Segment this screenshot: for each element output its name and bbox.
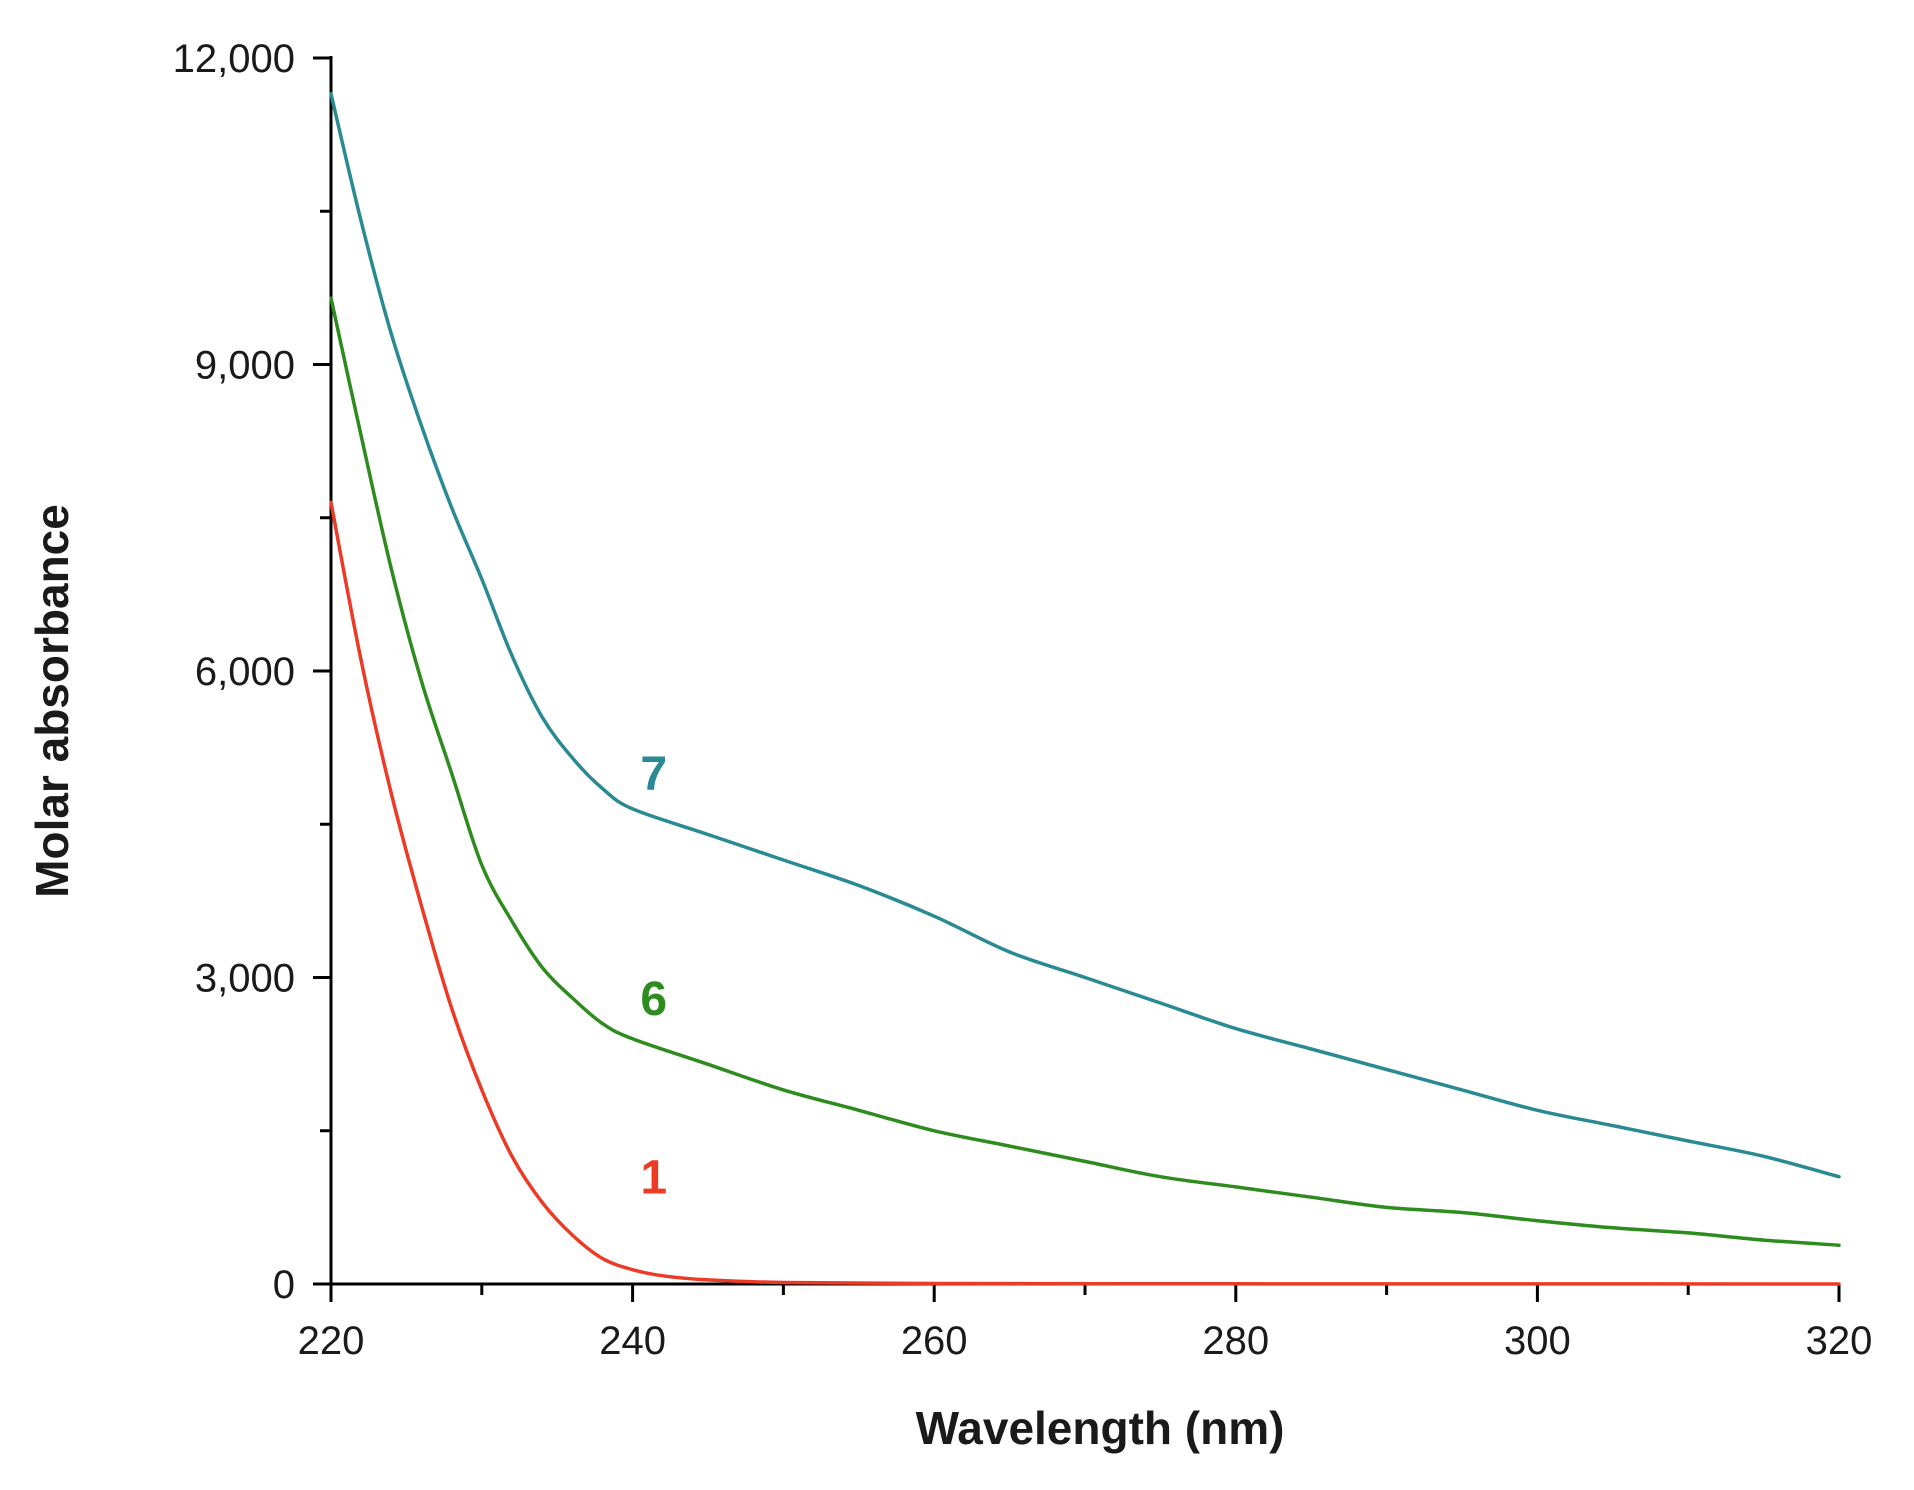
y-tick-label: 12,000 [173, 37, 295, 81]
y-tick-label: 6,000 [195, 650, 295, 694]
series-label-1: 1 [640, 1152, 667, 1205]
series-label-7: 7 [640, 748, 667, 801]
y-axis-title: Molar absorbance [26, 504, 78, 898]
series-lines [329, 92, 1841, 1286]
x-tick-label: 240 [599, 1319, 666, 1363]
x-tick-label: 300 [1504, 1319, 1571, 1363]
ticks: 220 240 260 280 300 320 0 3,000 6,000 9,000 12,000 [173, 37, 1873, 1363]
x-axis-title: Wavelength (nm) [916, 1402, 1285, 1454]
series-line-7 [329, 92, 1841, 1179]
axes [329, 56, 1839, 1286]
x-tick-label: 220 [298, 1319, 365, 1363]
series-line-6 [329, 296, 1841, 1247]
y-tick-label: 0 [273, 1263, 295, 1307]
series-label-6: 6 [640, 973, 667, 1026]
series-labels: 7 6 1 [640, 748, 667, 1205]
y-tick-label: 9,000 [195, 344, 295, 388]
x-tick-label: 320 [1806, 1319, 1873, 1363]
series-line-1 [329, 500, 1841, 1286]
x-tick-label: 260 [901, 1319, 968, 1363]
y-tick-label: 3,000 [195, 957, 295, 1001]
x-tick-label: 280 [1202, 1319, 1269, 1363]
